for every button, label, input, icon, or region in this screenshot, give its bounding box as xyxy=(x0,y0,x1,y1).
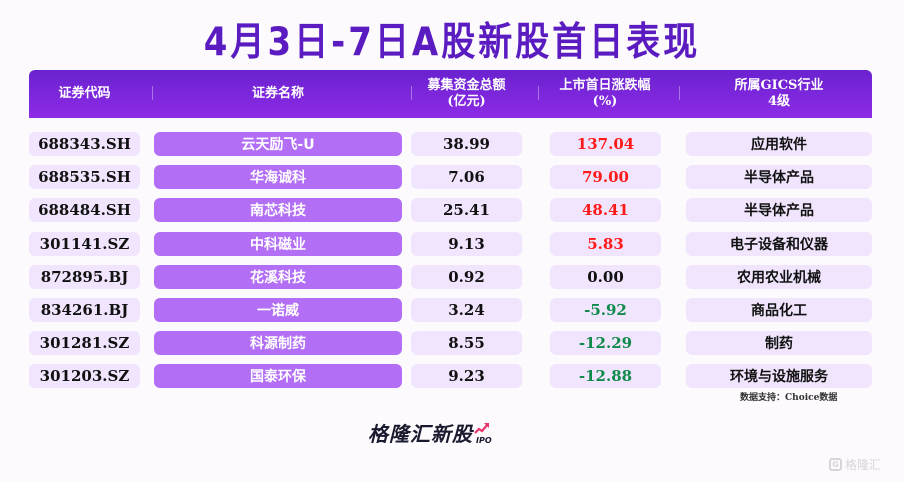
table-row: 301141.SZ 中科磁业 9.13 5.83 电子设备和仪器 xyxy=(0,231,904,256)
cell-name: 中科磁业 xyxy=(154,231,402,256)
cell-name: 花溪科技 xyxy=(154,264,402,289)
data-source-note: 数据支持：Choice数据 xyxy=(740,393,838,403)
cell-fund: 25.41 xyxy=(411,198,522,223)
brand-logo: 格隆汇新股 IPO xyxy=(368,418,492,447)
cell-industry: 商品化工 xyxy=(686,298,872,322)
cell-code: 688484.SH xyxy=(29,198,140,223)
cell-fund: 8.55 xyxy=(411,331,522,356)
cell-fund: 9.13 xyxy=(411,231,522,256)
table-row: 301203.SZ 国泰环保 9.23 -12.88 环境与设施服务 xyxy=(0,364,904,389)
header-fund-unit: (亿元) xyxy=(447,94,486,109)
header-name: 证券名称 xyxy=(154,70,402,118)
logo-ipo-badge: IPO xyxy=(474,423,492,445)
trend-arrow-icon xyxy=(474,423,489,434)
cell-name: 一诺威 xyxy=(154,298,402,322)
cell-fund: 7.06 xyxy=(411,165,522,190)
cell-code: 301141.SZ xyxy=(29,231,140,256)
cell-change: 48.41 xyxy=(550,198,661,223)
watermark: G 格隆汇 xyxy=(829,456,881,473)
header-divider xyxy=(152,86,153,100)
header-change-unit: (%) xyxy=(592,94,618,109)
header-change-label: 上市首日涨跌幅 xyxy=(559,78,651,93)
header-name-label: 证券名称 xyxy=(251,86,304,101)
cell-change: 0.00 xyxy=(550,264,661,289)
table-row: 834261.BJ 一诺威 3.24 -5.92 商品化工 xyxy=(0,298,904,322)
header-change: 上市首日涨跌幅 (%) xyxy=(540,70,670,118)
header-industry-level: 4级 xyxy=(767,94,791,109)
cell-industry: 电子设备和仪器 xyxy=(686,231,872,256)
table-row: 301281.SZ 科源制药 8.55 -12.29 制药 xyxy=(0,331,904,356)
table-row: 688343.SH 云天励飞-U 38.99 137.04 应用软件 xyxy=(0,132,904,156)
page-title: 4月3日-7日A股新股首日表现 xyxy=(203,19,701,66)
cell-name: 华海诚科 xyxy=(154,165,402,190)
cell-name: 科源制药 xyxy=(154,331,402,356)
cell-change: -12.29 xyxy=(550,331,661,356)
cell-change: 79.00 xyxy=(550,165,661,190)
table-row: 872895.BJ 花溪科技 0.92 0.00 农用农业机械 xyxy=(0,264,904,289)
cell-fund: 0.92 xyxy=(411,264,522,289)
cell-code: 834261.BJ xyxy=(29,298,140,322)
table-row: 688484.SH 南芯科技 25.41 48.41 半导体产品 xyxy=(0,198,904,223)
logo-text: 格隆汇新股 xyxy=(368,422,473,446)
cell-industry: 半导体产品 xyxy=(686,198,872,223)
cell-code: 688343.SH xyxy=(29,132,140,156)
cell-code: 688535.SH xyxy=(29,165,140,190)
watermark-text: 格隆汇 xyxy=(845,458,882,472)
cell-fund: 9.23 xyxy=(411,364,522,389)
cell-industry: 制药 xyxy=(686,331,872,356)
cell-industry: 环境与设施服务 xyxy=(686,364,872,389)
header-fund: 募集资金总额 (亿元) xyxy=(411,70,522,118)
table-row: 688535.SH 华海诚科 7.06 79.00 半导体产品 xyxy=(0,165,904,190)
cell-industry: 半导体产品 xyxy=(686,165,872,190)
cell-industry: 应用软件 xyxy=(686,132,872,156)
header-industry: 所属GICS行业 4级 xyxy=(686,70,872,118)
cell-code: 301203.SZ xyxy=(29,364,140,389)
cell-code: 301281.SZ xyxy=(29,331,140,356)
cell-change: -12.88 xyxy=(550,364,661,389)
table-header: 证券代码 证券名称 募集资金总额 (亿元) 上市首日涨跌幅 (%) 所属GICS… xyxy=(29,70,872,118)
cell-code: 872895.BJ xyxy=(29,264,140,289)
cell-name: 云天励飞-U xyxy=(154,132,402,156)
cell-name: 国泰环保 xyxy=(154,364,402,389)
cell-change: 5.83 xyxy=(550,231,661,256)
header-divider xyxy=(679,86,680,100)
gelonghui-g-icon: G xyxy=(829,458,842,471)
cell-industry: 农用农业机械 xyxy=(686,264,872,289)
logo-ipo-text: IPO xyxy=(476,436,492,445)
cell-change: 137.04 xyxy=(550,132,661,156)
header-code: 证券代码 xyxy=(29,70,140,118)
header-divider xyxy=(411,86,412,100)
cell-change: -5.92 xyxy=(550,298,661,322)
header-divider xyxy=(538,86,539,100)
header-code-label: 证券代码 xyxy=(58,86,111,101)
header-fund-label: 募集资金总额 xyxy=(427,78,506,93)
cell-fund: 3.24 xyxy=(411,298,522,322)
cell-name: 南芯科技 xyxy=(154,198,402,223)
cell-fund: 38.99 xyxy=(411,132,522,156)
header-industry-label: 所属GICS行业 xyxy=(734,78,824,93)
